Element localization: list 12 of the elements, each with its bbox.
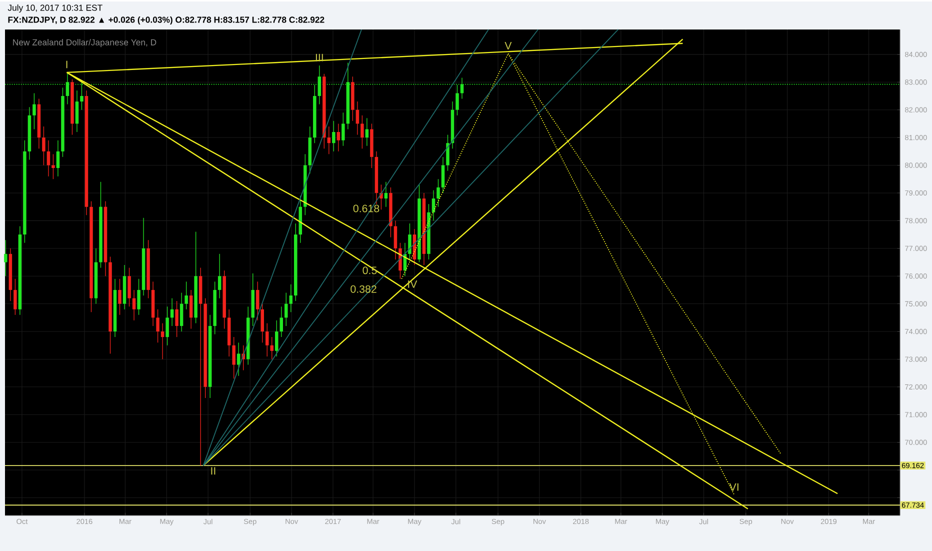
annotation: V [504,42,512,50]
text: July 10, 2017 10:31 EST [8,4,102,12]
text: New Zealand Dollar/Japanese Yen, D [13,38,156,47]
annotation: VI [729,483,738,490]
annotation: I [66,60,68,68]
annotation: 0.5 [362,266,377,274]
annotation: III [316,54,323,62]
annotation: 0.382 [350,285,376,293]
annotation: IV [408,280,418,288]
annotation: 0.618 [353,204,380,212]
chart-subtitle: FX:NZDJPY, D 82.922 ▲ +0.026 (+0.03%) O:82.778 H:83.157 L:82.778 C:82.922 [8,16,324,24]
annotation: II [211,466,216,474]
